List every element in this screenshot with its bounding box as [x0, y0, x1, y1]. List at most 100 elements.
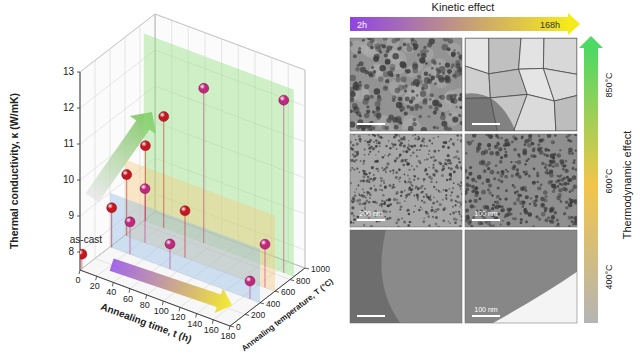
- texture: [370, 95, 374, 99]
- texture: [532, 149, 536, 153]
- texture: [446, 179, 448, 181]
- texture: [556, 175, 558, 177]
- texture: [431, 67, 433, 69]
- texture: [488, 134, 493, 139]
- texture: [351, 200, 354, 203]
- texture: [475, 180, 477, 182]
- texture: [551, 184, 555, 188]
- texture: [559, 149, 561, 151]
- texture: [421, 127, 427, 131]
- texture: [550, 161, 554, 165]
- texture: [381, 206, 383, 208]
- tick: [305, 268, 309, 269]
- texture: [432, 166, 435, 169]
- texture: [512, 184, 515, 187]
- texture: [355, 139, 357, 141]
- scale-bar: [357, 219, 385, 221]
- texture: [562, 168, 565, 171]
- texture: [371, 73, 375, 77]
- texture: [496, 171, 499, 174]
- texture: [421, 200, 423, 202]
- texture: [410, 106, 415, 111]
- texture: [392, 53, 399, 60]
- texture: [460, 121, 462, 125]
- texture: [465, 208, 469, 212]
- texture: [396, 191, 399, 194]
- texture: [381, 167, 383, 169]
- texture: [412, 151, 415, 154]
- texture: [416, 165, 418, 167]
- texture: [447, 69, 452, 74]
- texture: [350, 121, 355, 127]
- texture: [547, 172, 550, 175]
- texture: [374, 88, 380, 94]
- texture: [417, 53, 421, 57]
- texture: [388, 140, 390, 142]
- data-point: [107, 203, 117, 213]
- texture: [495, 152, 500, 157]
- texture: [558, 193, 562, 197]
- texture: [387, 71, 393, 77]
- texture: [488, 147, 491, 150]
- texture: [567, 179, 570, 182]
- texture: [548, 149, 550, 151]
- texture: [465, 93, 515, 131]
- texture: [428, 115, 431, 118]
- texture: [451, 54, 455, 58]
- texture: [399, 106, 405, 112]
- texture: [373, 141, 375, 143]
- texture: [389, 217, 392, 220]
- texture: [470, 225, 473, 227]
- texture: [416, 193, 419, 196]
- texture: [385, 171, 387, 173]
- tick: [77, 180, 80, 181]
- texture: [404, 200, 406, 202]
- texture: [445, 194, 447, 196]
- texture: [568, 216, 572, 220]
- data: [77, 34, 294, 303]
- texture: [445, 77, 452, 84]
- texture: [447, 146, 450, 149]
- texture: [399, 177, 401, 179]
- texture: [537, 143, 540, 146]
- texture: [442, 219, 445, 222]
- texture: [379, 189, 381, 191]
- texture: [414, 195, 415, 196]
- image-frame: [350, 134, 462, 227]
- texture: [403, 43, 407, 47]
- texture: [431, 211, 432, 212]
- texture: [459, 186, 461, 188]
- texture: [416, 94, 419, 97]
- tick-label: 80: [140, 300, 150, 310]
- texture: [433, 186, 435, 188]
- texture: [449, 173, 452, 176]
- scale-bar: [472, 123, 500, 125]
- texture: [356, 151, 359, 154]
- texture: [453, 145, 455, 147]
- texture: [444, 126, 449, 131]
- texture: [400, 195, 402, 197]
- texture: [573, 161, 576, 164]
- texture: [552, 156, 556, 160]
- tick: [230, 326, 234, 327]
- texture: [380, 44, 383, 47]
- texture: [428, 139, 431, 142]
- texture: [373, 177, 376, 180]
- data-point: [159, 112, 169, 122]
- texture: [371, 66, 374, 69]
- texture: [404, 159, 406, 161]
- texture: [404, 174, 406, 176]
- texture: [452, 212, 455, 215]
- texture: [351, 212, 354, 215]
- texture: [510, 161, 512, 163]
- texture: [426, 49, 429, 52]
- texture: [533, 167, 536, 170]
- tick-label: 40: [106, 287, 116, 297]
- texture: [370, 38, 375, 43]
- texture: [445, 62, 450, 67]
- texture: [502, 220, 504, 222]
- texture: [504, 148, 506, 150]
- texture: [491, 224, 495, 227]
- texture: [385, 60, 389, 64]
- texture: [362, 180, 365, 183]
